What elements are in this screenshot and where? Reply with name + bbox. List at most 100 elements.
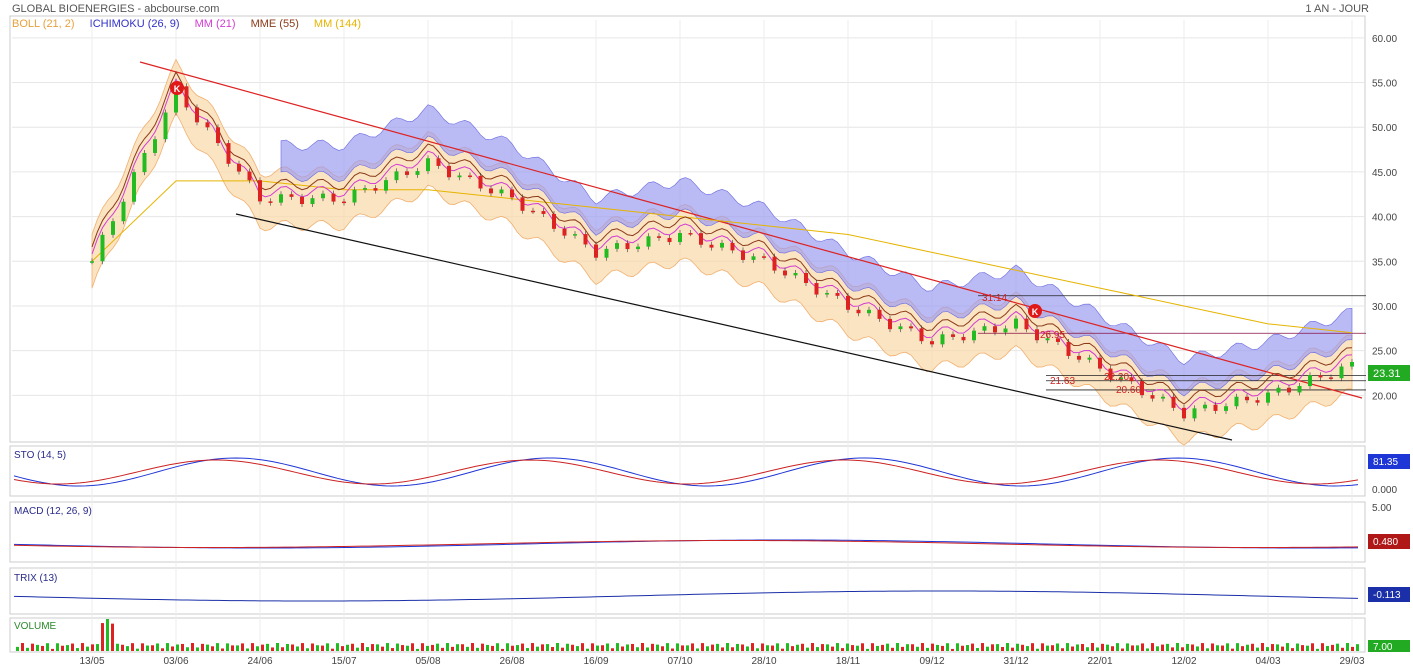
volume-bar bbox=[1121, 648, 1124, 651]
volume-bar bbox=[66, 645, 69, 651]
candle-body bbox=[1266, 392, 1270, 403]
candle-body bbox=[237, 163, 241, 172]
candle-body bbox=[100, 234, 105, 262]
volume-bar bbox=[931, 643, 934, 651]
x-tick-label: 15/07 bbox=[331, 656, 356, 667]
volume-bar bbox=[836, 643, 839, 651]
volume-bar bbox=[946, 643, 949, 651]
volume-bar bbox=[911, 644, 914, 651]
legend-ichimoku[interactable]: ICHIMOKU (26, 9) bbox=[89, 18, 180, 30]
volume-bar bbox=[791, 646, 794, 651]
sto-value-badge bbox=[1368, 454, 1410, 469]
volume-bar bbox=[346, 644, 349, 651]
trix-panel bbox=[9, 567, 1366, 615]
candle-body bbox=[1171, 396, 1176, 408]
cloud-fill bbox=[280, 104, 1353, 397]
volume-bar bbox=[1271, 644, 1274, 651]
bollinger-fill bbox=[91, 58, 1353, 446]
volume-bar bbox=[106, 619, 109, 651]
candle-body bbox=[1087, 357, 1092, 360]
macd-signal-line bbox=[13, 539, 1359, 549]
volume-bar bbox=[1176, 643, 1179, 651]
candle-body bbox=[310, 198, 315, 205]
volume-bar bbox=[401, 645, 404, 651]
volume-bar bbox=[861, 643, 864, 651]
volume-bar bbox=[756, 648, 759, 651]
candle-body bbox=[457, 175, 462, 178]
legend-boll[interactable]: BOLL (21, 2) bbox=[12, 18, 75, 30]
candle-body bbox=[352, 189, 357, 203]
volume-bar bbox=[1036, 648, 1039, 651]
candle-body bbox=[909, 326, 913, 329]
volume-bar bbox=[396, 643, 399, 651]
volume-bar bbox=[501, 648, 504, 651]
volume-bar bbox=[296, 646, 299, 651]
volume-bar bbox=[196, 647, 199, 651]
volume-bar bbox=[556, 643, 559, 651]
volume-bar bbox=[1211, 643, 1214, 651]
volume-bar bbox=[201, 643, 204, 651]
candle-body bbox=[195, 107, 199, 123]
volume-bar bbox=[136, 648, 139, 651]
volume-bar bbox=[286, 643, 289, 651]
volume-bar bbox=[1056, 643, 1059, 651]
candle-body bbox=[1234, 396, 1239, 407]
candle-body bbox=[510, 189, 514, 198]
volume-bar bbox=[26, 647, 29, 651]
y-tick-label: 25.00 bbox=[1372, 347, 1397, 358]
volume-bar bbox=[551, 647, 554, 651]
candle-body bbox=[961, 336, 966, 341]
volume-bar bbox=[1151, 643, 1154, 651]
volume-bar bbox=[126, 646, 129, 651]
volume-bar bbox=[16, 646, 19, 651]
volume-bar bbox=[1316, 648, 1319, 651]
k-marker-1[interactable] bbox=[170, 81, 184, 95]
sub-indicators bbox=[13, 457, 1359, 602]
volume-panel bbox=[9, 617, 1366, 653]
volume-bar bbox=[86, 646, 89, 651]
volume-bar bbox=[341, 646, 344, 651]
volume-bar bbox=[511, 645, 514, 651]
resistance-trendline bbox=[139, 61, 1363, 399]
price-panel bbox=[9, 15, 1366, 443]
volume-bar bbox=[971, 643, 974, 651]
x-tick-label: 13/05 bbox=[79, 656, 104, 667]
volume-bar bbox=[711, 644, 714, 651]
candle-body bbox=[520, 197, 525, 211]
volume-bar bbox=[186, 647, 189, 651]
volume-bar bbox=[571, 644, 574, 651]
candle-body bbox=[657, 236, 661, 238]
volume-bar bbox=[1106, 644, 1109, 651]
volume-bar bbox=[1226, 643, 1229, 651]
legend-mm144[interactable]: MM (144) bbox=[313, 18, 361, 30]
legend-mm21[interactable]: MM (21) bbox=[194, 18, 236, 30]
volume-bar bbox=[1011, 647, 1014, 651]
volume-bar bbox=[116, 643, 119, 651]
volume-bar bbox=[46, 643, 49, 651]
candle-body bbox=[919, 328, 924, 342]
sto-k-line bbox=[13, 457, 1359, 487]
volume-bar bbox=[301, 643, 304, 651]
annotation-21-63: 21.63 bbox=[1050, 376, 1075, 387]
volume-bar bbox=[846, 643, 849, 651]
volume-bar bbox=[416, 648, 419, 651]
y-tick-label: 35.00 bbox=[1372, 257, 1397, 268]
candle-body bbox=[972, 330, 976, 341]
legend-mme55[interactable]: MME (55) bbox=[250, 18, 299, 30]
volume-bar bbox=[61, 645, 64, 651]
volume-bar bbox=[1031, 643, 1034, 651]
candle-body bbox=[562, 228, 567, 236]
period-label[interactable]: 1 AN - JOUR bbox=[1305, 3, 1369, 15]
candle-body bbox=[1140, 381, 1144, 396]
bollinger-band bbox=[91, 58, 1353, 446]
volume-bar bbox=[111, 623, 114, 651]
candle-body bbox=[625, 243, 630, 250]
candle-body bbox=[1339, 366, 1344, 379]
candle-body bbox=[804, 272, 808, 283]
volume-bar bbox=[521, 643, 524, 651]
volume-bar bbox=[621, 646, 624, 651]
volume-bar bbox=[291, 644, 294, 651]
volume-bar bbox=[146, 645, 149, 651]
candle-body bbox=[447, 165, 451, 178]
k-marker-2[interactable] bbox=[1028, 304, 1042, 318]
